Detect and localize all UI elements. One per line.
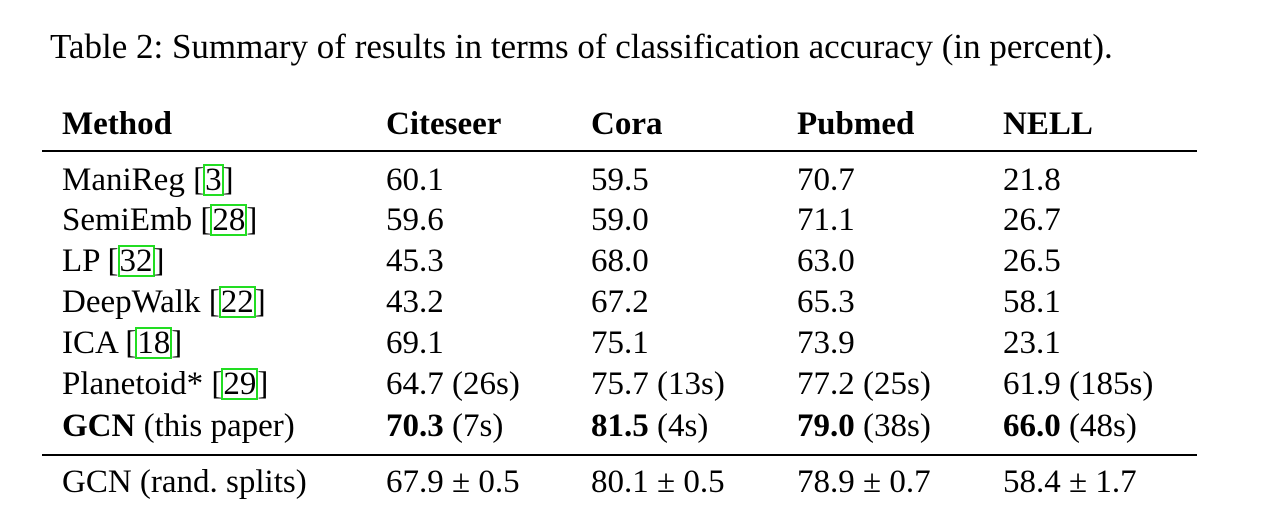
value-cora: 59.5 (591, 162, 649, 198)
header-cora: Cora (591, 106, 663, 142)
header-citeseer: Citeseer (386, 106, 502, 142)
table-row: SemiEmb [28] 59.6 59.0 71.1 26.7 (62, 202, 1061, 238)
table-row: DeepWalk [22] 43.2 67.2 65.3 58.1 (62, 284, 1061, 320)
header-pubmed: Pubmed (797, 106, 915, 142)
rand-method-name: GCN (rand. splits) (62, 464, 307, 500)
value-nell: 21.8 (1003, 162, 1061, 198)
gcn-method-name: GCN (62, 408, 136, 444)
header-method: Method (62, 106, 172, 142)
rand-value-pubmed: 78.9 ± 0.7 (797, 464, 931, 500)
value-nell: 26.5 (1003, 243, 1061, 279)
citation-link[interactable]: 18 (135, 325, 173, 361)
value-nell: 23.1 (1003, 325, 1061, 361)
body-rule (42, 454, 1197, 456)
gcn-time-pubmed: (38s) (854, 408, 931, 444)
table-row: ManiReg [3] 60.1 59.5 70.7 21.8 (62, 162, 1061, 198)
value-citeseer: 64.7 (26s) (386, 366, 520, 402)
method-name: Planetoid* (62, 366, 204, 402)
value-pubmed: 70.7 (797, 162, 855, 198)
gcn-value-pubmed: 79.0 (797, 408, 855, 444)
table-caption: Table 2: Summary of results in terms of … (50, 27, 1113, 66)
value-citeseer: 60.1 (386, 162, 444, 198)
value-nell: 61.9 (185s) (1003, 366, 1154, 402)
value-citeseer: 45.3 (386, 243, 444, 279)
method-name: SemiEmb (62, 202, 193, 238)
citation-link[interactable]: 28 (210, 202, 248, 238)
rand-value-citeseer: 67.9 ± 0.5 (386, 464, 520, 500)
table-header-row: Method Citeseer Cora Pubmed NELL (0, 104, 1270, 144)
value-cora: 67.2 (591, 284, 649, 320)
value-cora: 75.7 (13s) (591, 366, 725, 402)
gcn-time-nell: (48s) (1060, 408, 1137, 444)
rand-splits-row: GCN (rand. splits) 67.9 ± 0.5 80.1 ± 0.5… (0, 462, 1270, 502)
value-cora: 59.0 (591, 202, 649, 238)
value-citeseer: 69.1 (386, 325, 444, 361)
value-pubmed: 77.2 (25s) (797, 366, 931, 402)
method-name: ManiReg (62, 162, 185, 198)
table-row: ICA [18] 69.1 75.1 73.9 23.1 (62, 325, 1061, 361)
gcn-value-nell: 66.0 (1003, 408, 1061, 444)
citation-link[interactable]: 29 (221, 366, 259, 402)
value-cora: 75.1 (591, 325, 649, 361)
table-row: LP [32] 45.3 68.0 63.0 26.5 (62, 243, 1061, 279)
table-row: Planetoid* [29] 64.7 (26s) 75.7 (13s) 77… (62, 366, 1154, 402)
value-citeseer: 59.6 (386, 202, 444, 238)
gcn-result-row: GCN (this paper) 70.3 (7s) 81.5 (4s) 79.… (0, 406, 1270, 446)
gcn-time-citeseer: (7s) (443, 408, 504, 444)
citation-link[interactable]: 3 (203, 162, 224, 198)
header-rule (42, 150, 1197, 152)
citation-link[interactable]: 32 (117, 243, 155, 279)
value-nell: 26.7 (1003, 202, 1061, 238)
gcn-value-cora: 81.5 (591, 408, 649, 444)
value-pubmed: 65.3 (797, 284, 855, 320)
gcn-value-citeseer: 70.3 (386, 408, 444, 444)
header-nell: NELL (1003, 106, 1093, 142)
citation-link[interactable]: 22 (218, 284, 256, 320)
value-cora: 68.0 (591, 243, 649, 279)
rand-value-cora: 80.1 ± 0.5 (591, 464, 725, 500)
method-name: LP (62, 243, 100, 279)
value-citeseer: 43.2 (386, 284, 444, 320)
gcn-time-cora: (4s) (648, 408, 709, 444)
value-pubmed: 73.9 (797, 325, 855, 361)
rand-value-nell: 58.4 ± 1.7 (1003, 464, 1137, 500)
gcn-method-note: (this paper) (135, 408, 295, 444)
method-name: DeepWalk (62, 284, 201, 320)
value-pubmed: 63.0 (797, 243, 855, 279)
value-nell: 58.1 (1003, 284, 1061, 320)
value-pubmed: 71.1 (797, 202, 855, 238)
method-name: ICA (62, 325, 118, 361)
